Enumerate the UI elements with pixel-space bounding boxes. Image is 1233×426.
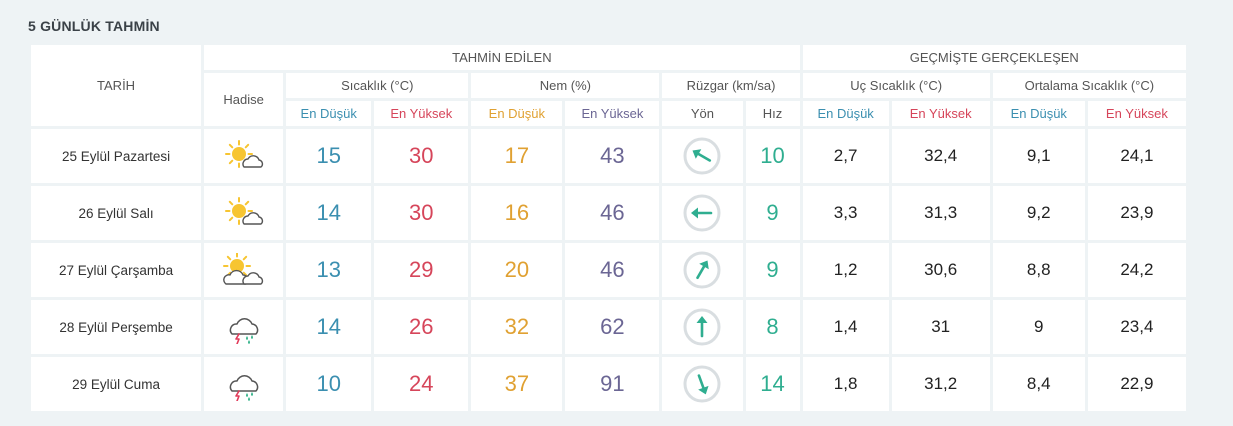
temp-high-cell: 24 <box>374 357 469 411</box>
wind-direction-header: Yön <box>662 101 743 126</box>
avg-low-header: En Düşük <box>992 101 1085 126</box>
uc-high-cell: 32,4 <box>891 129 990 183</box>
hum-high-cell: 62 <box>565 300 660 354</box>
forecast-group-header: TAHMİN EDİLEN <box>204 45 800 70</box>
wind-direction-arrow-icon <box>682 137 722 175</box>
avg-low-cell: 8,4 <box>992 357 1085 411</box>
avg-temp-header: Ortalama Sıcaklık (°C) <box>992 73 1186 98</box>
uc-low-cell: 2,7 <box>802 129 889 183</box>
temp-high-cell: 30 <box>374 186 469 240</box>
wind-speed-header: Hız <box>745 101 800 126</box>
wind-direction-arrow-icon <box>682 251 722 289</box>
table-row: 27 Eylül Çarşamba 13 29 20 46 9 1,2 30,6 8,8 24,2 <box>31 243 1186 297</box>
date-cell: 27 Eylül Çarşamba <box>31 243 202 297</box>
wind-direction-cell <box>662 357 743 411</box>
event-cell <box>204 186 284 240</box>
history-group-header: GEÇMİŞTE GERÇEKLEŞEN <box>802 45 1186 70</box>
uc-high-cell: 31 <box>891 300 990 354</box>
hum-high-cell: 43 <box>565 129 660 183</box>
extreme-temp-header: Uç Sıcaklık (°C) <box>802 73 990 98</box>
date-header: TARİH <box>31 45 202 126</box>
forecast-table: TARİH TAHMİN EDİLEN GEÇMİŞTE GERÇEKLEŞEN… <box>28 42 1189 414</box>
date-cell: 28 Eylül Perşembe <box>31 300 202 354</box>
hum-high-cell: 91 <box>565 357 660 411</box>
wind-speed-cell: 10 <box>745 129 800 183</box>
avg-low-cell: 9,2 <box>992 186 1085 240</box>
uc-low-cell: 3,3 <box>802 186 889 240</box>
uc-high-cell: 31,3 <box>891 186 990 240</box>
date-cell: 29 Eylül Cuma <box>31 357 202 411</box>
avg-high-cell: 23,9 <box>1087 186 1186 240</box>
wind-direction-cell <box>662 129 743 183</box>
wind-direction-arrow-icon <box>682 194 722 232</box>
event-header: Hadise <box>204 73 284 126</box>
mostly-cloudy-icon <box>222 253 266 285</box>
partly-cloudy-icon <box>222 140 266 168</box>
event-cell <box>204 357 284 411</box>
wind-direction-arrow-icon <box>682 308 722 346</box>
temp-low-cell: 15 <box>286 129 372 183</box>
uc-high-cell: 31,2 <box>891 357 990 411</box>
wind-header: Rüzgar (km/sa) <box>662 73 800 98</box>
date-cell: 26 Eylül Salı <box>31 186 202 240</box>
temp-low-cell: 14 <box>286 300 372 354</box>
hum-high-cell: 46 <box>565 243 660 297</box>
table-row: 25 Eylül Pazartesi 15 30 17 43 10 2,7 32,4 9,1 24… <box>31 129 1186 183</box>
uc-low-cell: 1,2 <box>802 243 889 297</box>
hum-high-header: En Yüksek <box>565 101 660 126</box>
event-cell <box>204 243 284 297</box>
uc-low-cell: 1,8 <box>802 357 889 411</box>
thunderstorm-icon <box>222 318 266 344</box>
uc-low-cell: 1,4 <box>802 300 889 354</box>
uc-high-header: En Yüksek <box>891 101 990 126</box>
date-cell: 25 Eylül Pazartesi <box>31 129 202 183</box>
avg-high-cell: 24,2 <box>1087 243 1186 297</box>
temp-high-cell: 30 <box>374 129 469 183</box>
temp-high-header: En Yüksek <box>374 101 469 126</box>
temperature-header: Sıcaklık (°C) <box>286 73 469 98</box>
wind-direction-cell <box>662 243 743 297</box>
table-row: 28 Eylül Perşembe 14 26 32 62 8 1,4 31 9 23,4 <box>31 300 1186 354</box>
partly-cloudy-icon <box>222 197 266 225</box>
thunderstorm-icon <box>222 375 266 401</box>
hum-low-header: En Düşük <box>471 101 563 126</box>
hum-low-cell: 16 <box>471 186 563 240</box>
avg-low-cell: 9 <box>992 300 1085 354</box>
hum-low-cell: 20 <box>471 243 563 297</box>
wind-direction-cell <box>662 300 743 354</box>
wind-speed-cell: 8 <box>745 300 800 354</box>
page-title: 5 GÜNLÜK TAHMİN <box>28 18 160 34</box>
table-row: 29 Eylül Cuma 10 24 37 91 14 1,8 31,2 8,4 22,9 <box>31 357 1186 411</box>
avg-low-cell: 8,8 <box>992 243 1085 297</box>
event-cell <box>204 129 284 183</box>
hum-low-cell: 17 <box>471 129 563 183</box>
uc-high-cell: 30,6 <box>891 243 990 297</box>
wind-direction-arrow-icon <box>682 365 722 403</box>
wind-direction-cell <box>662 186 743 240</box>
temp-low-cell: 14 <box>286 186 372 240</box>
temp-high-cell: 26 <box>374 300 469 354</box>
event-cell <box>204 300 284 354</box>
avg-low-cell: 9,1 <box>992 129 1085 183</box>
wind-speed-cell: 9 <box>745 243 800 297</box>
table-row: 26 Eylül Salı 14 30 16 46 9 3,3 31,3 9,2 23,9 <box>31 186 1186 240</box>
avg-high-cell: 22,9 <box>1087 357 1186 411</box>
humidity-header: Nem (%) <box>471 73 660 98</box>
temp-low-header: En Düşük <box>286 101 372 126</box>
avg-high-header: En Yüksek <box>1087 101 1186 126</box>
temp-high-cell: 29 <box>374 243 469 297</box>
hum-low-cell: 32 <box>471 300 563 354</box>
avg-high-cell: 24,1 <box>1087 129 1186 183</box>
hum-high-cell: 46 <box>565 186 660 240</box>
wind-speed-cell: 9 <box>745 186 800 240</box>
avg-high-cell: 23,4 <box>1087 300 1186 354</box>
temp-low-cell: 13 <box>286 243 372 297</box>
hum-low-cell: 37 <box>471 357 563 411</box>
temp-low-cell: 10 <box>286 357 372 411</box>
uc-low-header: En Düşük <box>802 101 889 126</box>
wind-speed-cell: 14 <box>745 357 800 411</box>
